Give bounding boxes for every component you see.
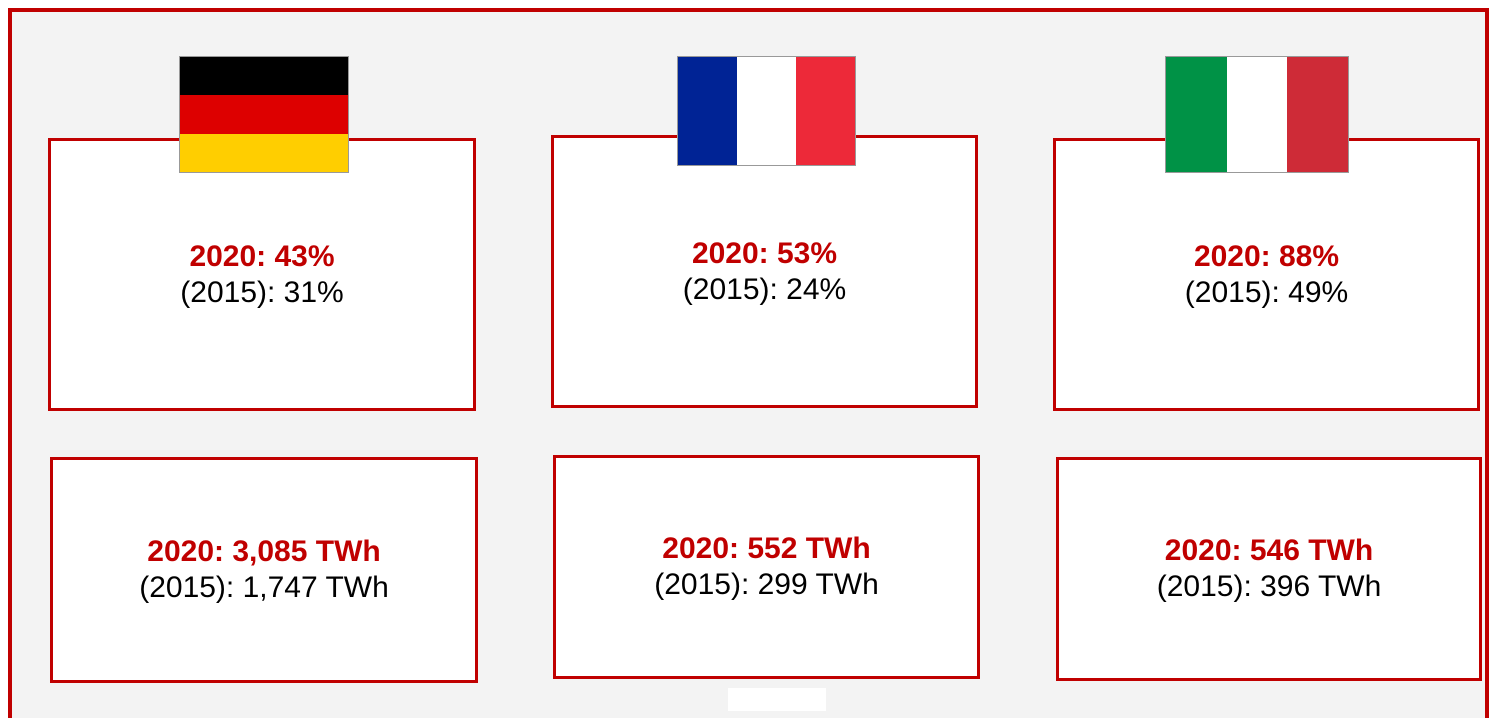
flag-germany [179,56,349,173]
share-card: 2020: 88% (2015): 49% [1053,138,1480,411]
share-2020: 2020: 88% [1193,239,1340,273]
tab [728,688,826,711]
generation-2020: 2020: 552 TWh [662,532,871,565]
share-2015: (2015): 49% [1184,275,1349,309]
share-2020: 2020: 43% [189,239,335,273]
generation-2015: (2015): 1,747 TWh [139,571,389,604]
generation-card: 2020: 546 TWh (2015): 396 TWh [1056,457,1482,681]
generation-2020: 2020: 3,085 TWh [147,535,381,568]
flag-france [677,56,856,166]
generation-2020: 2020: 546 TWh [1164,534,1374,567]
flag-italy [1165,56,1349,173]
share-2015: (2015): 31% [180,275,344,309]
share-card: 2020: 43% (2015): 31% [48,138,476,411]
generation-card: 2020: 3,085 TWh (2015): 1,747 TWh [50,457,478,683]
share-2020: 2020: 53% [691,236,838,270]
share-2015: (2015): 24% [682,272,847,306]
share-card: 2020: 53% (2015): 24% [551,135,978,408]
generation-2015: (2015): 299 TWh [654,568,879,601]
generation-card: 2020: 552 TWh (2015): 299 TWh [553,455,980,679]
generation-2015: (2015): 396 TWh [1156,570,1382,603]
